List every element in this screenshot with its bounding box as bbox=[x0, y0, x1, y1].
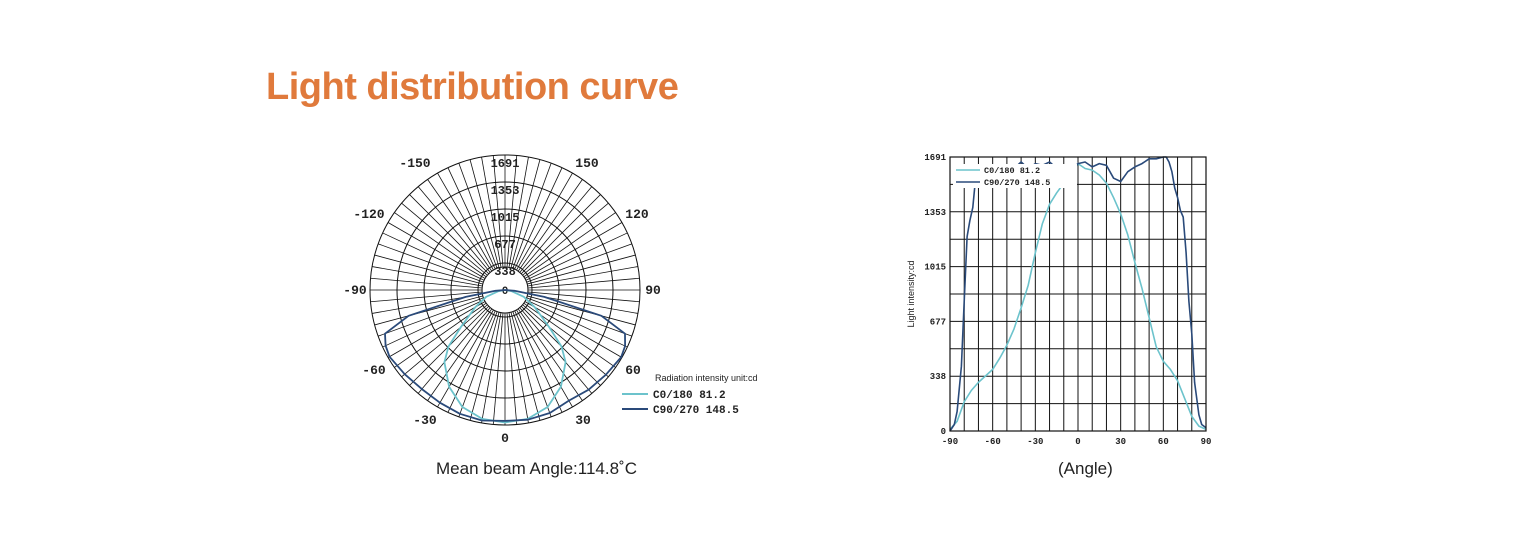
rect-xtick-label: -90 bbox=[942, 437, 958, 447]
polar-ring-label: 338 bbox=[494, 265, 516, 279]
polar-ring bbox=[477, 262, 533, 318]
polar-angle-label: -90 bbox=[343, 283, 367, 298]
polar-chart-svg: 338 677 1015 1353 1691 0 -150 150 -120 120 -90 90 -6… bbox=[343, 154, 758, 446]
polar-angle-label: 0 bbox=[501, 431, 509, 446]
polar-chart: 338 677 1015 1353 1691 0 -150 150 -120 120 -90 90 -6… bbox=[330, 140, 800, 460]
rect-xtick-label: -60 bbox=[985, 437, 1001, 447]
polar-angle-label: 150 bbox=[575, 156, 599, 171]
polar-center-label: 0 bbox=[502, 286, 509, 298]
rect-legend-bg-1 bbox=[953, 176, 1077, 188]
rect-legend-bg-0 bbox=[953, 164, 1077, 176]
x-axis-label: (Angle) bbox=[1058, 459, 1113, 478]
intensity-line-chart: 0 338 677 1015 1353 1691 -90 -60 -30 0 30 60 90 Light… bbox=[900, 145, 1230, 450]
polar-angle-label: -30 bbox=[413, 413, 437, 428]
rect-ytick-label: 338 bbox=[930, 372, 946, 382]
polar-angle-label: 30 bbox=[575, 413, 591, 428]
intensity-line-chart-svg: 0 338 677 1015 1353 1691 -90 -60 -30 0 30 60 90 Light… bbox=[906, 153, 1212, 447]
polar-legend-label-1: C90/270 148.5 bbox=[653, 405, 739, 417]
polar-ring-label: 1691 bbox=[491, 157, 520, 171]
polar-series-0 bbox=[443, 289, 567, 424]
polar-angle-label: -150 bbox=[399, 156, 430, 171]
polar-ring bbox=[369, 154, 641, 426]
mean-beam-angle-caption: Mean beam Angle:114.8˚C bbox=[436, 459, 637, 478]
rect-xtick-label: 30 bbox=[1115, 437, 1126, 447]
polar-ring bbox=[450, 235, 560, 345]
rect-plot-frame bbox=[949, 156, 1207, 432]
polar-legend-label-0: C0/180 81.2 bbox=[653, 390, 726, 402]
polar-ring-label: 1353 bbox=[491, 184, 520, 198]
polar-ring-label: 1015 bbox=[491, 211, 520, 225]
rect-legend-label-0: C0/180 81.2 bbox=[984, 166, 1040, 176]
rect-ytick-label: 1353 bbox=[924, 208, 946, 218]
polar-series-1 bbox=[384, 289, 627, 422]
rect-ylabel: Light intensity:cd bbox=[906, 260, 916, 327]
rect-xtick-label: 60 bbox=[1158, 437, 1169, 447]
rect-xtick-label: -30 bbox=[1027, 437, 1043, 447]
rect-ytick-label: 0 bbox=[941, 427, 946, 437]
polar-ring bbox=[396, 181, 614, 399]
rect-ytick-label: 1691 bbox=[924, 153, 946, 163]
polar-legend-title: Radiation intensity unit:cd bbox=[655, 373, 758, 383]
polar-angle-label: 60 bbox=[625, 363, 641, 378]
rect-ytick-label: 1015 bbox=[924, 263, 946, 273]
rect-xtick-label: 90 bbox=[1201, 437, 1212, 447]
polar-ring-label: 677 bbox=[494, 238, 516, 252]
rect-ytick-label: 677 bbox=[930, 317, 946, 327]
polar-angle-label: 120 bbox=[625, 207, 649, 222]
polar-angle-label: -120 bbox=[353, 207, 384, 222]
rect-legend-label-1: C90/270 148.5 bbox=[984, 178, 1050, 188]
polar-angle-label: 90 bbox=[645, 283, 661, 298]
page-title: Light distribution curve bbox=[266, 66, 679, 108]
polar-angle-label: -60 bbox=[362, 363, 386, 378]
rect-xtick-label: 0 bbox=[1075, 437, 1080, 447]
polar-ring bbox=[423, 208, 587, 372]
